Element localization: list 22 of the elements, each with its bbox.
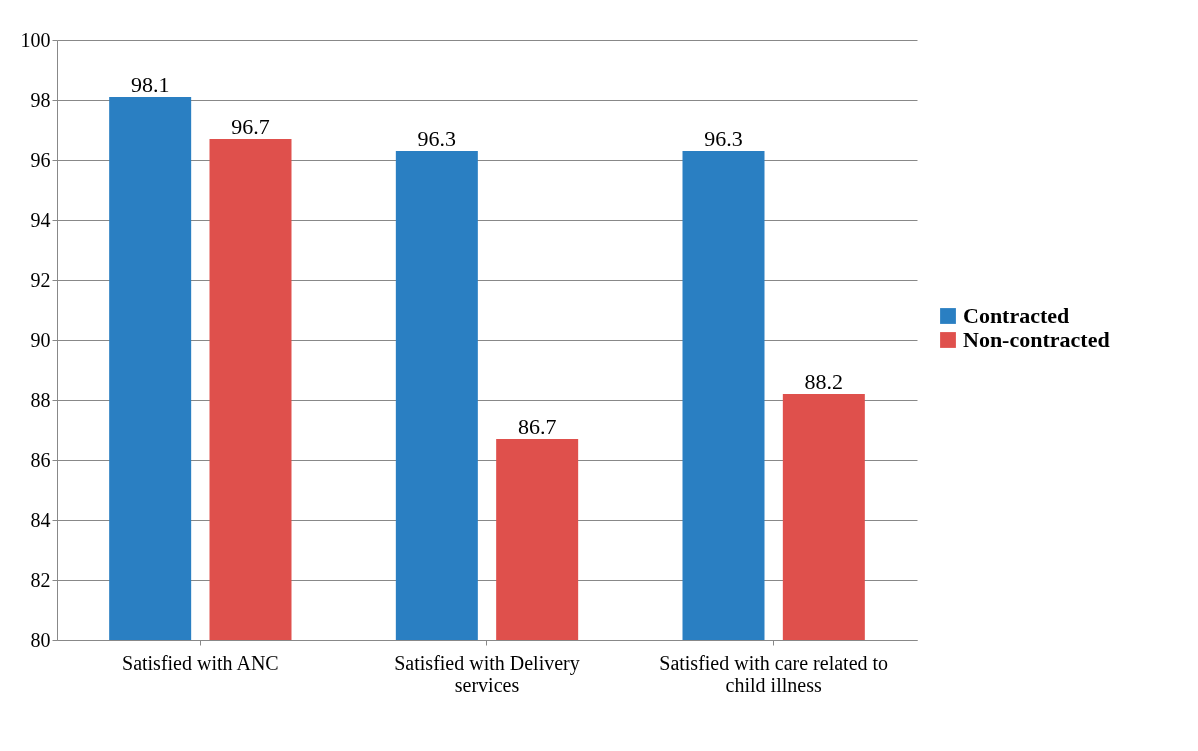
y-tick-label: 88 [30,388,51,411]
y-tick-label: 94 [30,208,51,231]
legend-label: Non-contracted [963,327,1110,352]
x-tick-label: Satisfied with care related to child illness [659,651,889,696]
y-tick-label: 86 [30,448,51,471]
legend-label: Contracted [963,303,1070,328]
data-label: 96.3 [417,126,457,151]
data-label: 96.3 [704,126,743,151]
data-label: 98.1 [130,72,170,97]
data-label: 86.7 [517,414,557,439]
y-tick-label: 82 [30,568,51,591]
x-tick-label: Satisfied with Delivery services [394,651,580,696]
data-label: 88.2 [804,369,844,394]
x-tick-label: Satisfied with ANC [122,651,279,674]
y-tick-label: 96 [30,148,51,171]
y-tick-label: 100 [20,28,51,51]
y-tick-label: 92 [30,268,51,291]
y-tick-label: 80 [30,628,51,651]
y-tick-label: 90 [30,328,51,351]
y-tick-label: 98 [30,88,51,111]
data-label: 96.7 [231,114,270,139]
y-tick-label: 84 [30,508,51,531]
